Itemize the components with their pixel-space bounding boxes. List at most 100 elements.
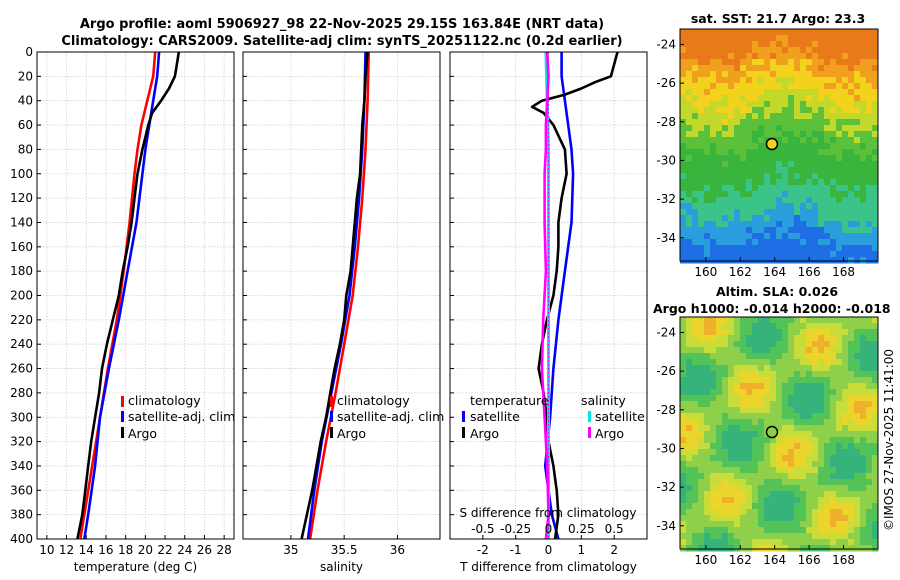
sst-cell [794,215,801,222]
sst-cell [740,59,747,66]
sst-cell [734,239,741,246]
sst-cell [716,119,723,126]
sst-cell [698,197,705,204]
sla-cell [794,425,801,432]
sst-cell [764,35,771,42]
sst-cell [854,203,861,210]
sst-cell [830,71,837,78]
sla-cell [740,419,747,426]
sst-cell [812,167,819,174]
sla-cell [752,425,759,432]
sst-cell [710,29,717,36]
sla-cell [698,377,705,384]
sla-cell [854,497,861,504]
sst-cell [788,203,795,210]
sla-cell [722,485,729,492]
sst-cell [776,197,783,204]
sst-cell [800,203,807,210]
sst-cell [770,89,777,96]
sst-cell [842,137,849,144]
sla-cell [740,335,747,342]
sst-cell [776,233,783,240]
sst-cell [854,191,861,198]
sst-cell [716,239,723,246]
secondary-x-tick-label: 0.5 [605,522,624,536]
sla-cell [824,377,831,384]
sla-cell [860,509,867,516]
sla-cell [698,455,705,462]
sla-cell [800,521,807,528]
sst-cell [710,257,717,264]
sla-cell [818,479,825,486]
sst-cell [710,185,717,192]
sst-cell [716,65,723,72]
sla-cell [692,461,699,468]
sst-cell [680,161,687,168]
map-x-tick-label: 160 [694,265,717,279]
sst-cell [698,167,705,174]
sst-cell [866,155,873,162]
y-tick-label: 320 [10,435,33,449]
sla-cell [716,521,723,528]
x-tick-label: 0 [545,543,553,557]
sst-cell [812,35,819,42]
sla-cell [872,329,879,336]
sst-cell [782,245,789,252]
sla-cell [800,371,807,378]
sla-cell [776,401,783,408]
sst-cell [854,29,861,36]
sla-cell [824,395,831,402]
sla-cell [842,371,849,378]
sla-cell [686,401,693,408]
sst-cell [764,191,771,198]
sst-cell [812,161,819,168]
sla-cell [812,449,819,456]
sst-cell [698,203,705,210]
sla-cell [776,497,783,504]
sst-cell [686,209,693,216]
sla-cell [866,545,873,552]
sst-cell [698,173,705,180]
sst-cell [872,239,879,246]
sst-cell [872,203,879,210]
sst-cell [716,185,723,192]
sst-cell [854,41,861,48]
sla-cell [812,515,819,522]
sst-cell [716,251,723,258]
sst-cell [800,83,807,90]
sst-cell [800,71,807,78]
sst-cell [830,77,837,84]
sst-cell [752,137,759,144]
sla-cell [848,473,855,480]
sla-cell [746,491,753,498]
sla-cell [752,419,759,426]
sla-cell [806,473,813,480]
sla-cell [842,533,849,540]
map-y-tick-label: -24 [656,325,676,339]
sst-cell [830,191,837,198]
sla-cell [830,479,837,486]
sla-cell [758,407,765,414]
sst-cell [794,77,801,84]
sst-cell [812,155,819,162]
sla-cell [806,455,813,462]
sst-cell [818,221,825,228]
sst-cell [776,245,783,252]
sst-cell [872,53,879,60]
sla-cell [848,323,855,330]
sla-cell [770,545,777,552]
sst-cell [848,95,855,102]
diff-secondary-xlabel: S difference from climatology [460,506,637,520]
sla-cell [860,437,867,444]
sla-cell [776,533,783,540]
sla-cell [866,503,873,510]
sla-cell [824,371,831,378]
sla-cell [860,443,867,450]
sla-cell [770,491,777,498]
sst-cell [788,239,795,246]
sst-cell [776,239,783,246]
sla-cell [680,497,687,504]
sst-cell [854,35,861,42]
sst-cell [746,89,753,96]
sla-cell [776,317,783,324]
